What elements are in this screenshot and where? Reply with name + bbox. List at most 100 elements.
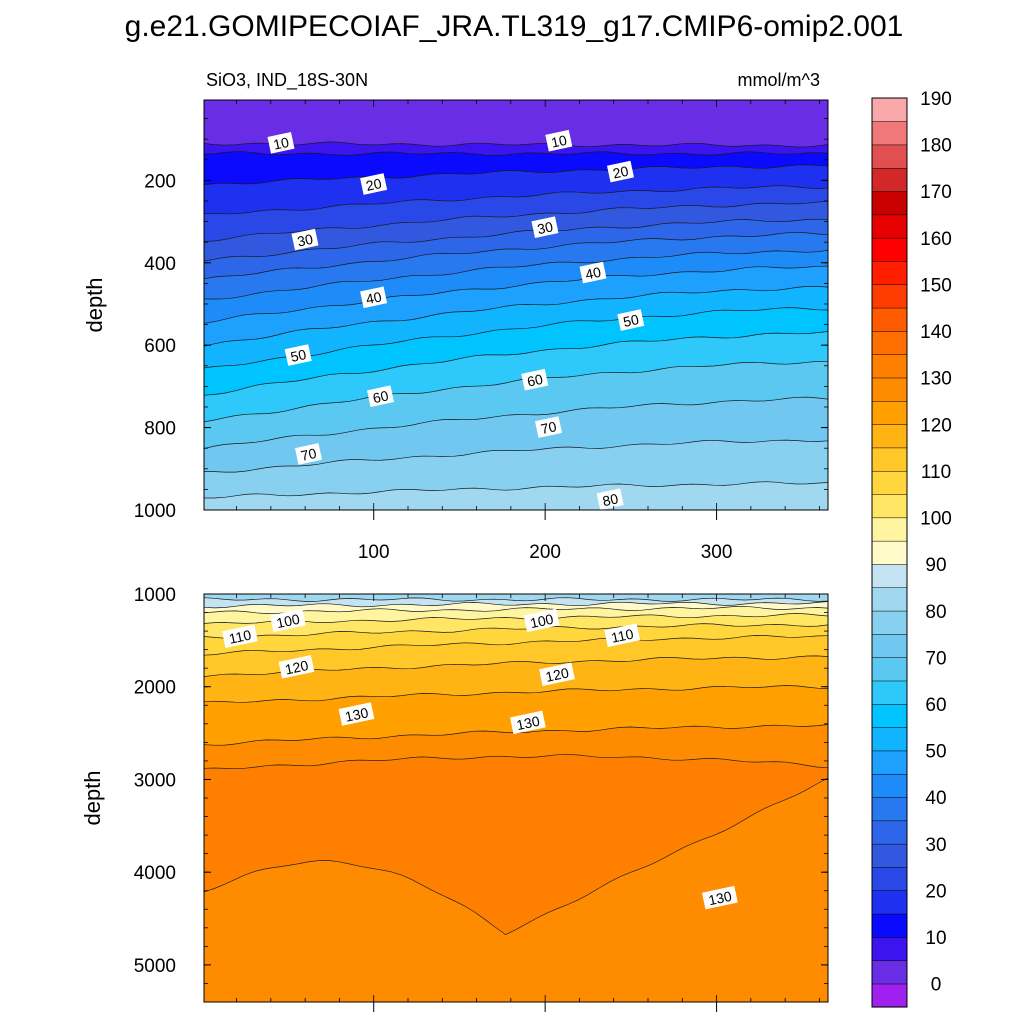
- contour-line-30: [204, 200, 828, 242]
- lower-y-axis-label: depth: [80, 770, 105, 825]
- colorbar-swatch: [871, 960, 908, 985]
- colorbar-tick-label: 140: [920, 322, 952, 343]
- colorbar-swatch: [871, 633, 908, 658]
- contour-label-text: 10: [272, 134, 291, 153]
- contour-label-text: 10: [550, 132, 569, 151]
- y-tick-label: 4000: [134, 863, 176, 884]
- contour-label: 110: [604, 623, 641, 647]
- contour-line-100: [204, 605, 828, 614]
- contour-line-15: [204, 151, 828, 156]
- contour-label: 20: [606, 160, 635, 183]
- upper-axes: 200 400 600 800 1000: [134, 100, 828, 522]
- upper-y-axis-label: depth: [82, 277, 107, 332]
- colorbar-swatch: [871, 913, 908, 938]
- contour-label-text: 100: [275, 611, 301, 632]
- contour-label-box: [360, 286, 388, 309]
- contour-label-box: [606, 160, 635, 183]
- colorbar-tick-label: 190: [920, 89, 952, 110]
- contour-label-box: [269, 608, 306, 633]
- colorbar: 0 10 20 30 40 50 60 70 80 90 100 110 120 130 140 150 160…: [871, 89, 952, 1008]
- lower-panel: 100 100 110 110 120 120 130 130 130 1000 2000 3000…: [80, 585, 829, 1012]
- contour-label-text: 120: [544, 664, 570, 685]
- colorbar-tick-label: 170: [920, 182, 952, 203]
- colorbar-swatch: [871, 377, 908, 402]
- lower-contour-labels: 100 100 110 110 120 120 130 130 130: [221, 608, 738, 910]
- colorbar-swatch: [871, 330, 908, 355]
- contour-label: 130: [338, 702, 375, 726]
- colorbar-swatch: [871, 167, 908, 192]
- colorbar-swatch: [871, 121, 908, 146]
- contour-line-50: [204, 265, 828, 324]
- colorbar-swatch: [871, 144, 908, 169]
- colorbar-swatch: [871, 820, 908, 845]
- colorbar-tick-label: 40: [925, 788, 946, 809]
- colorbar-tick-label: 30: [925, 835, 946, 856]
- colorbar-swatch: [871, 796, 908, 822]
- upper-contour-lines: [204, 141, 828, 499]
- contour-label-box: [617, 309, 645, 331]
- colorbar-swatch: [871, 470, 908, 495]
- contour-label-box: [360, 173, 388, 195]
- contour-label-text: 110: [227, 627, 252, 647]
- contour-label-box: [531, 216, 559, 239]
- lower-contour-fill: [204, 594, 828, 1002]
- contour-label-text: 40: [364, 288, 383, 307]
- contour-line-20: [204, 164, 828, 186]
- units-label: mmol/m^3: [738, 70, 820, 90]
- y-tick-label: 400: [144, 254, 176, 275]
- contour-label-text: 50: [622, 311, 641, 330]
- colorbar-tick-label: 50: [925, 742, 946, 763]
- y-tick-label: 1000: [134, 501, 176, 522]
- contour-label-text: 60: [526, 371, 545, 390]
- contour-label-box: [701, 885, 738, 910]
- contour-label: 30: [531, 216, 559, 239]
- contour-label: 50: [284, 344, 312, 366]
- x-tick-label: 100: [358, 542, 390, 563]
- x-axis: 100 200 300: [358, 542, 733, 563]
- contour-label: 100: [269, 608, 306, 633]
- colorbar-swatch: [871, 97, 908, 122]
- contour-label-box: [539, 662, 575, 686]
- contour-label-box: [278, 655, 315, 679]
- colorbar-swatch: [871, 680, 908, 705]
- colorbar-swatch: [871, 260, 908, 286]
- contour-label-text: 130: [515, 713, 541, 734]
- contour-label: 120: [539, 662, 575, 686]
- upper-plot-frame: [203, 99, 829, 511]
- contour-line-85: [204, 481, 828, 499]
- contour-label: 110: [221, 624, 258, 648]
- contour-label: 10: [545, 129, 573, 152]
- contour-label-box: [523, 608, 560, 633]
- lower-axes: 1000 2000 3000 4000 5000: [134, 585, 828, 1012]
- colorbar-swatch: [871, 750, 908, 775]
- contour-label: 80: [596, 488, 624, 511]
- colorbar-swatch: [871, 284, 908, 309]
- colorbar-tick-label: 60: [925, 695, 946, 716]
- contour-label-text: 40: [584, 264, 603, 283]
- colorbar-tick-label: 10: [925, 928, 946, 949]
- contour-label-text: 20: [364, 175, 383, 194]
- colorbar-swatch: [871, 540, 908, 565]
- colorbar-tick-label: 90: [925, 555, 946, 576]
- contour-line-75: [204, 396, 828, 449]
- contour-label: 40: [360, 286, 388, 309]
- colorbar-swatch: [871, 727, 908, 752]
- colorbar-swatch: [871, 190, 908, 216]
- contour-line-55: [204, 286, 828, 347]
- contour-label-box: [521, 368, 549, 391]
- colorbar-swatch: [871, 866, 908, 892]
- contour-band-135: [204, 753, 828, 936]
- contour-label-text: 60: [371, 387, 390, 406]
- contour-label: 60: [366, 385, 395, 408]
- colorbar-tick-label: 180: [920, 136, 952, 157]
- x-tick-label: 300: [701, 542, 733, 563]
- contour-line-105: [204, 613, 828, 624]
- colorbar-swatch: [871, 773, 908, 798]
- colorbar-swatch: [871, 657, 908, 682]
- contour-label-box: [221, 624, 258, 648]
- colorbar-swatch: [871, 400, 908, 425]
- colorbar-tick-label: 70: [925, 648, 946, 669]
- contour-label-box: [579, 261, 607, 284]
- colorbar-tick-label: 100: [920, 509, 952, 530]
- contour-line-10: [204, 141, 828, 148]
